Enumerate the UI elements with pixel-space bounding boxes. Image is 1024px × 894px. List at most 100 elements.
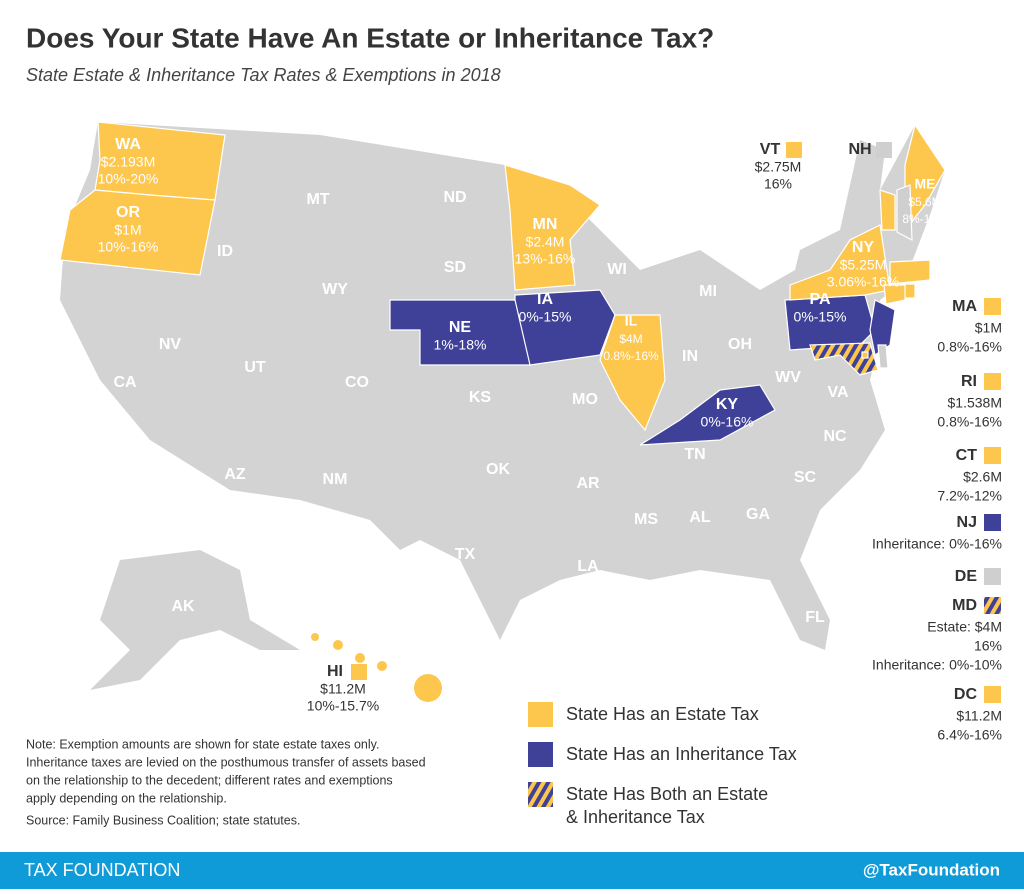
state-shape xyxy=(599,314,666,432)
state-rate: 0%-15% xyxy=(794,309,847,325)
state-exemption: $2.75M xyxy=(755,159,802,175)
state-abbr: OH xyxy=(728,336,752,353)
state-abbr: NY xyxy=(852,239,875,256)
state-abbr: NV xyxy=(159,336,182,353)
state-exemption: $2.4M xyxy=(526,234,565,250)
footer-left: TAX FOUNDATION xyxy=(24,860,180,880)
state-abbr: MS xyxy=(634,511,658,528)
side-line: $2.6M xyxy=(963,469,1002,485)
side-swatch xyxy=(984,597,1001,614)
state-abbr: NE xyxy=(449,319,472,336)
side-line: 0.8%-16% xyxy=(937,339,1002,355)
state-exemption: $5.25M xyxy=(840,257,887,273)
side-abbr: MD xyxy=(952,597,977,614)
state-abbr: CA xyxy=(113,374,137,391)
state-abbr: WA xyxy=(115,136,141,153)
state-abbr: ND xyxy=(443,189,466,206)
state-shape xyxy=(889,259,931,285)
state-rate: 3.06%-16% xyxy=(827,274,899,290)
state-shape xyxy=(883,284,906,305)
hawaii-island xyxy=(311,633,319,641)
side-line: $1.538M xyxy=(948,395,1002,411)
state-swatch xyxy=(786,142,802,158)
state-abbr: TX xyxy=(455,546,476,563)
state-abbr: MO xyxy=(572,391,598,408)
state-rate: 8%-12% xyxy=(902,212,948,226)
state-abbr: FL xyxy=(805,609,825,626)
side-abbr: CT xyxy=(956,447,978,464)
side-abbr: NJ xyxy=(957,514,977,531)
state-exemption: $5.6M xyxy=(908,195,941,209)
side-line: 0.8%-16% xyxy=(937,414,1002,430)
state-shape xyxy=(904,123,946,232)
state-rate: 10%-16% xyxy=(98,239,159,255)
side-abbr: MA xyxy=(952,298,977,315)
state-rate: 0%-16% xyxy=(701,414,754,430)
side-line: 16% xyxy=(974,638,1002,654)
side-abbr: DC xyxy=(954,686,978,703)
state-shape xyxy=(389,299,531,366)
state-abbr: AL xyxy=(689,509,711,526)
state-exemption: $1M xyxy=(114,222,141,238)
legend-label: & Inheritance Tax xyxy=(566,807,705,827)
subtitle: State Estate & Inheritance Tax Rates & E… xyxy=(26,65,501,85)
footer-bar xyxy=(0,852,1024,889)
state-abbr: NC xyxy=(823,428,847,445)
state-shape xyxy=(904,283,916,299)
state-shape xyxy=(809,342,879,376)
state-shape xyxy=(789,224,891,301)
side-swatch xyxy=(984,298,1001,315)
state-exemption: $2.193M xyxy=(101,154,155,170)
side-line: Inheritance: 0%-16% xyxy=(872,536,1002,552)
legend-label: State Has an Inheritance Tax xyxy=(566,744,797,764)
state-abbr: GA xyxy=(746,506,770,523)
state-abbr: MN xyxy=(533,216,558,233)
hawaii-island xyxy=(414,674,442,702)
state-rate: 10%-20% xyxy=(98,171,159,187)
alaska-shape xyxy=(90,550,300,690)
hawaii-island xyxy=(333,640,343,650)
state-shape xyxy=(877,344,889,369)
side-swatch xyxy=(984,447,1001,464)
legend-swatch xyxy=(528,702,553,727)
side-swatch xyxy=(984,686,1001,703)
state-abbr: WI xyxy=(607,261,627,278)
state-shape xyxy=(861,351,869,359)
state-abbr: CO xyxy=(345,374,369,391)
state-shape xyxy=(896,184,913,242)
side-line: 7.2%-12% xyxy=(937,488,1002,504)
state-abbr: ME xyxy=(915,176,936,192)
state-shape xyxy=(639,384,776,446)
state-abbr: SC xyxy=(794,469,817,486)
state-abbr: TN xyxy=(684,446,705,463)
state-abbr: NM xyxy=(323,471,348,488)
side-swatch xyxy=(984,514,1001,531)
state-abbr: LA xyxy=(577,558,599,575)
state-abbr: OK xyxy=(486,461,510,478)
state-shape xyxy=(59,189,216,276)
state-abbr: MI xyxy=(699,283,717,300)
legend-swatch xyxy=(528,782,553,807)
state-abbr: VA xyxy=(827,384,848,401)
state-abbr: WY xyxy=(322,281,348,298)
side-line: Estate: $4M xyxy=(927,619,1002,635)
state-abbr: KY xyxy=(716,396,739,413)
state-abbr: IN xyxy=(682,348,698,365)
state-abbr: IA xyxy=(537,291,553,308)
state-abbr: VT xyxy=(760,141,781,158)
state-abbr: UT xyxy=(244,359,266,376)
state-abbr: KS xyxy=(469,389,492,406)
legend-label: State Has Both an Estate xyxy=(566,784,768,804)
side-line: $1M xyxy=(975,320,1002,336)
note-line: Note: Exemption amounts are shown for st… xyxy=(26,737,379,751)
hawaii-island xyxy=(377,661,387,671)
state-rate: 16% xyxy=(764,176,792,192)
note-line: apply depending on the relationship. xyxy=(26,791,227,805)
side-line: 6.4%-16% xyxy=(937,727,1002,743)
side-abbr: DE xyxy=(955,568,978,585)
us-silhouette xyxy=(60,122,945,650)
state-swatch xyxy=(876,142,892,158)
state-abbr: PA xyxy=(809,291,830,308)
